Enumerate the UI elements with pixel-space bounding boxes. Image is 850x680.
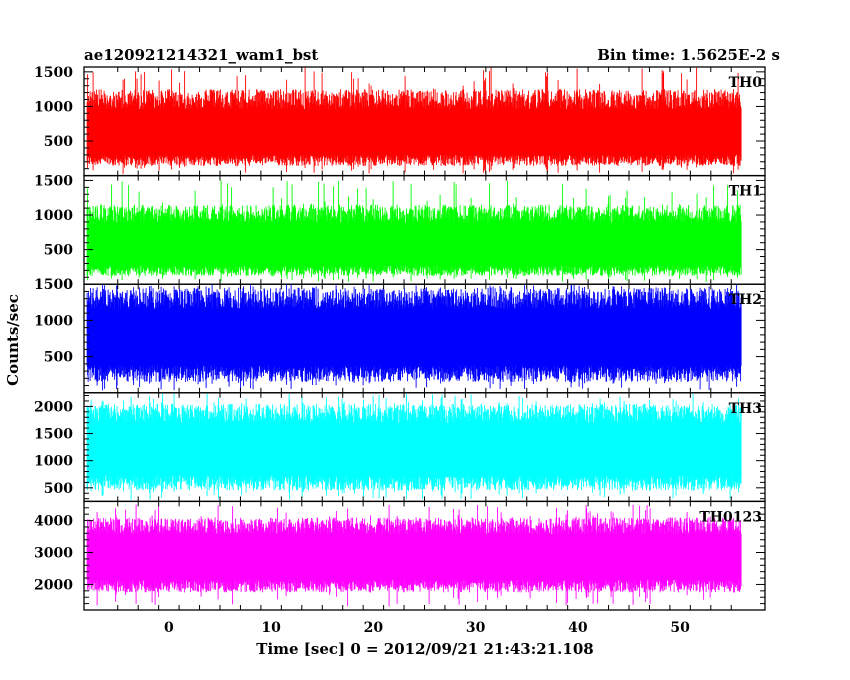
x-tick-label: 0 xyxy=(164,620,174,636)
panel-label: TH0 xyxy=(729,75,763,91)
y-tick-label: 1500 xyxy=(34,277,73,293)
series-th0123 xyxy=(86,504,742,607)
y-tick-label: 4000 xyxy=(34,514,73,530)
x-tick-label: 50 xyxy=(670,620,690,636)
series-th3 xyxy=(86,393,742,500)
y-tick-label: 1000 xyxy=(34,454,73,470)
series-th0 xyxy=(86,67,742,174)
plot-title-right: Bin time: 1.5625E-2 s xyxy=(597,46,780,64)
y-tick-label: 2000 xyxy=(34,399,73,415)
plot-title-left: ae120921214321_wam1_bst xyxy=(84,46,318,64)
y-tick-label: 500 xyxy=(44,350,73,366)
panel-label: TH1 xyxy=(729,184,762,200)
y-tick-label: 500 xyxy=(44,134,73,150)
panel-th1: 0 500 1000 1500 TH1 xyxy=(34,173,766,293)
x-axis: 0 10 20 30 40 50 xyxy=(164,620,690,636)
series-th2 xyxy=(86,284,742,391)
x-tick-label: 20 xyxy=(364,620,384,636)
panel-th3: 500 1000 1500 2000 TH3 xyxy=(34,392,766,503)
y-tick-label: 1000 xyxy=(34,313,73,329)
panel-th2: 500 1000 1500 TH2 xyxy=(34,277,766,394)
y-tick-label: 500 xyxy=(44,243,73,259)
x-tick-label: 40 xyxy=(568,620,588,636)
panels-group: 500 1000 1500 TH0 0 500 1000 1500 TH1 500 1000 1500… xyxy=(34,65,766,611)
y-axis-title: Counts/sec xyxy=(4,294,22,386)
series-th1 xyxy=(86,180,742,283)
y-tick-label: 1500 xyxy=(34,427,73,443)
y-tick-label: 1000 xyxy=(34,99,73,115)
panel-label: TH3 xyxy=(729,401,762,417)
x-axis-title: Time [sec] 0 = 2012/09/21 21:43:21.108 xyxy=(256,640,593,658)
y-tick-label: 3000 xyxy=(34,546,73,562)
y-tick-label: 1000 xyxy=(34,208,73,224)
y-tick-label: 0 xyxy=(63,277,73,293)
panel-label: TH2 xyxy=(729,292,762,308)
panel-th0: 500 1000 1500 TH0 xyxy=(34,65,766,177)
y-tick-label: 2000 xyxy=(34,577,73,593)
y-tick-label: 500 xyxy=(44,481,73,497)
y-tick-label: 1500 xyxy=(34,173,73,189)
panel-th0123: 2000 3000 4000 TH0123 xyxy=(34,500,766,611)
y-tick-label: 1500 xyxy=(34,65,73,81)
x-tick-label: 30 xyxy=(466,620,486,636)
panel-label: TH0123 xyxy=(699,509,762,525)
x-tick-label: 10 xyxy=(261,620,281,636)
